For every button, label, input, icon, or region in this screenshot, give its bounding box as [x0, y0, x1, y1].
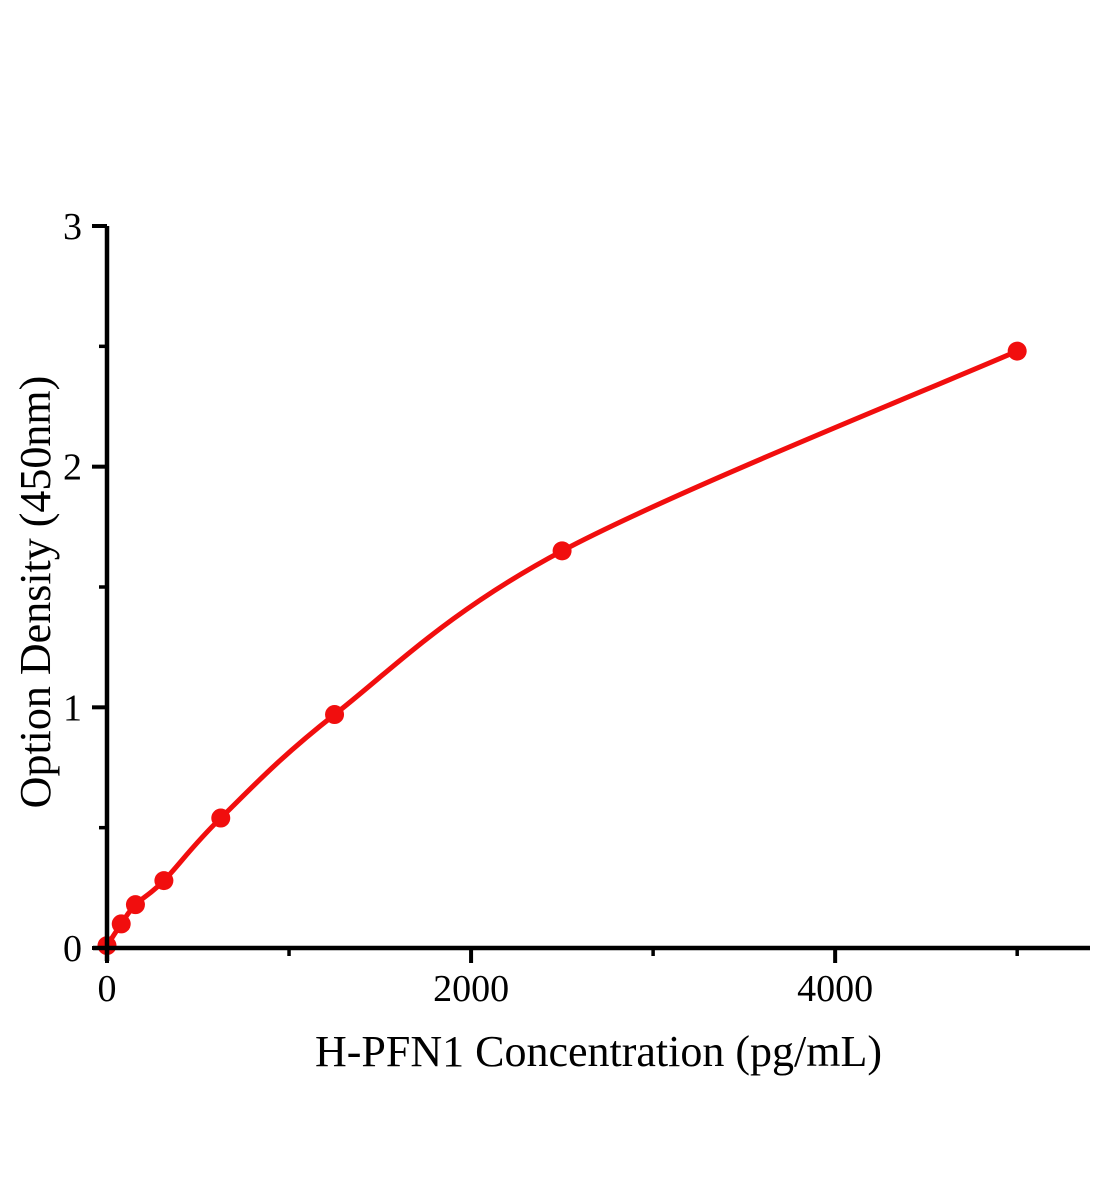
data-point [211, 808, 231, 828]
data-point [552, 541, 572, 561]
x-axis-title: H-PFN1 Concentration (pg/mL) [314, 1027, 883, 1076]
x-tick-label: 4000 [797, 968, 873, 1010]
y-tick-label: 2 [63, 447, 82, 489]
data-point [1007, 341, 1027, 361]
y-axis-title: Option Density (450nm) [10, 375, 60, 809]
y-tick-label: 3 [63, 206, 82, 248]
y-tick-label: 0 [63, 928, 82, 970]
data-point [325, 705, 345, 725]
y-tick-label: 1 [63, 687, 82, 729]
data-point [125, 895, 145, 915]
data-point [111, 914, 131, 934]
x-tick-label: 0 [98, 968, 117, 1010]
x-tick-label: 2000 [433, 968, 509, 1010]
fit-curve [104, 348, 1020, 949]
data-point [154, 871, 174, 891]
